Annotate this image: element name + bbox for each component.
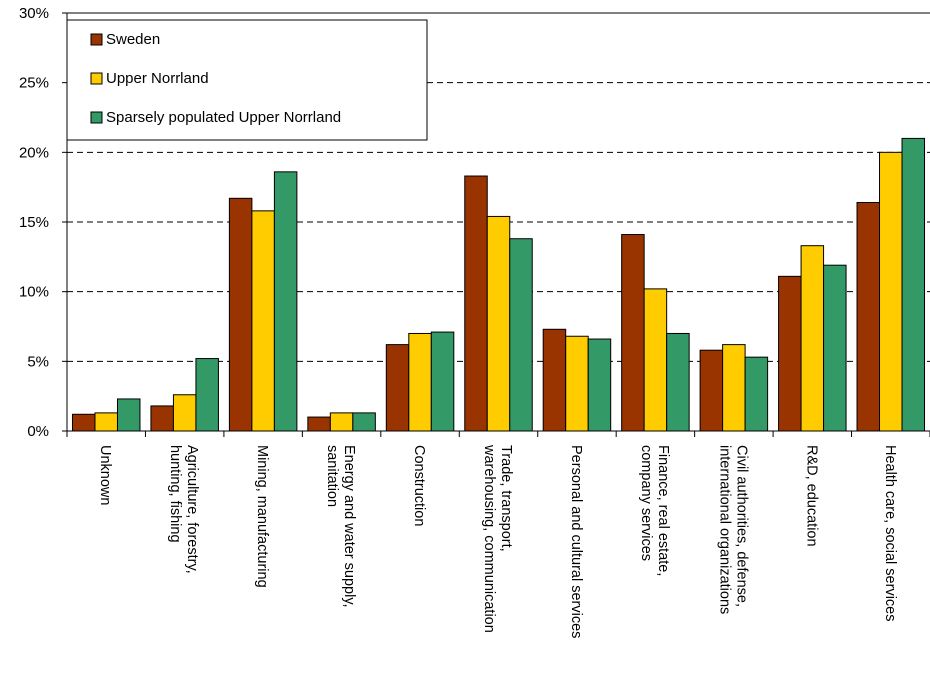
bar-upper-norrland-9: [800, 245, 825, 432]
bar-sweden-2: [228, 197, 253, 432]
bar-upper-norrland-10: [879, 151, 903, 432]
x-category-label-line: Trade, transport,: [498, 445, 514, 552]
legend-swatch: [90, 111, 103, 124]
bar-upper-norrland-3: [329, 412, 354, 432]
bar-upper-norrland-7: [643, 288, 668, 432]
bar-upper-norrland-8: [722, 344, 746, 432]
bar-upper-norrland-6: [565, 335, 589, 432]
x-category-label: Health care, social services: [882, 445, 898, 622]
bar-sweden-7: [621, 234, 645, 432]
bar-sparsely-populated-upper-norrland-6: [587, 338, 612, 432]
bar-sweden-0: [71, 413, 96, 432]
bar-sparsely-populated-upper-norrland-10: [901, 137, 926, 432]
bar-sweden-4: [385, 344, 410, 432]
bar-sweden-9: [778, 275, 802, 432]
x-category-label-line: sanitation: [324, 445, 340, 507]
x-category-label-line: company services: [638, 445, 654, 561]
x-category-label-line: Health care, social services: [882, 445, 898, 622]
x-category-label-line: Construction: [411, 445, 427, 526]
bar-upper-norrland-5: [486, 215, 511, 432]
bar-sparsely-populated-upper-norrland-5: [509, 238, 533, 432]
bar-sparsely-populated-upper-norrland-1: [195, 358, 219, 432]
bar-sweden-6: [542, 328, 567, 432]
x-category-label: Finance, real estate,company services: [638, 445, 671, 576]
y-tick-label: 15%: [19, 214, 49, 231]
y-tick-label: 25%: [19, 75, 49, 92]
x-category-label-line: Mining, manufacturing: [254, 445, 270, 588]
y-tick-label: 5%: [27, 353, 49, 370]
bar-sparsely-populated-upper-norrland-0: [116, 398, 141, 432]
x-category-label-line: warehousing, communication: [481, 444, 497, 633]
x-category-label: Personal and cultural services: [568, 445, 584, 638]
bar-sweden-1: [150, 405, 174, 432]
x-category-label-line: Finance, real estate,: [655, 445, 671, 576]
x-category-label-line: Unknown: [97, 445, 113, 505]
y-tick-label: 20%: [19, 144, 49, 161]
bar-upper-norrland-4: [408, 332, 432, 432]
bar-upper-norrland-2: [251, 210, 275, 432]
bar-sparsely-populated-upper-norrland-2: [273, 171, 298, 432]
x-category-label-line: R&D, education: [803, 445, 819, 547]
bar-sparsely-populated-upper-norrland-3: [352, 412, 376, 432]
y-tick-label: 30%: [19, 5, 49, 22]
x-category-label-line: Civil authorities, defense,: [733, 445, 749, 607]
x-category-label: Construction: [411, 445, 427, 526]
bar-sweden-10: [856, 201, 881, 432]
bar-sparsely-populated-upper-norrland-4: [430, 331, 455, 432]
bar-upper-norrland-1: [172, 394, 197, 432]
x-category-label: Civil authorities, defense,international…: [716, 445, 749, 614]
x-category-label-line: hunting, fishing: [167, 445, 183, 543]
x-category-label: R&D, education: [803, 445, 819, 547]
legend-label: Sweden: [106, 31, 160, 48]
bar-sparsely-populated-upper-norrland-8: [744, 356, 769, 432]
x-category-label: Trade, transport,warehousing, communicat…: [481, 444, 514, 633]
bar-sparsely-populated-upper-norrland-7: [666, 332, 690, 432]
y-axis-tick-labels: 0% 5% 10% 15% 20% 25% 30%: [19, 5, 49, 440]
bar-upper-norrland-0: [94, 412, 118, 432]
x-axis-category-labels: Unknown Agriculture, forestry,hunting, fi…: [97, 444, 898, 638]
bar-sweden-5: [464, 175, 488, 432]
x-category-label-line: Energy and water supply,: [341, 445, 357, 608]
legend-label: Upper Norrland: [106, 70, 209, 87]
bar-sweden-3: [307, 416, 331, 432]
x-category-label: Mining, manufacturing: [254, 445, 270, 588]
x-category-label: Energy and water supply,sanitation: [324, 445, 357, 608]
x-category-label-line: Agriculture, forestry,: [184, 445, 200, 574]
bar-sparsely-populated-upper-norrland-9: [823, 264, 847, 432]
y-tick-label: 0%: [27, 423, 49, 440]
legend: Sweden Upper Norrland Sparsely populated U…: [66, 19, 428, 141]
legend-label: Sparsely populated Upper Norrland: [106, 109, 341, 126]
x-category-label: Unknown: [97, 445, 113, 505]
x-category-label: Agriculture, forestry,hunting, fishing: [167, 445, 200, 574]
bar-sweden-8: [699, 349, 724, 432]
legend-swatch: [90, 33, 103, 46]
bars: [71, 137, 926, 432]
legend-box: [66, 19, 428, 141]
legend-swatch: [90, 72, 103, 85]
x-category-label-line: Personal and cultural services: [568, 445, 584, 638]
y-tick-label: 10%: [19, 284, 49, 301]
x-category-label-line: international organizations: [716, 445, 732, 614]
